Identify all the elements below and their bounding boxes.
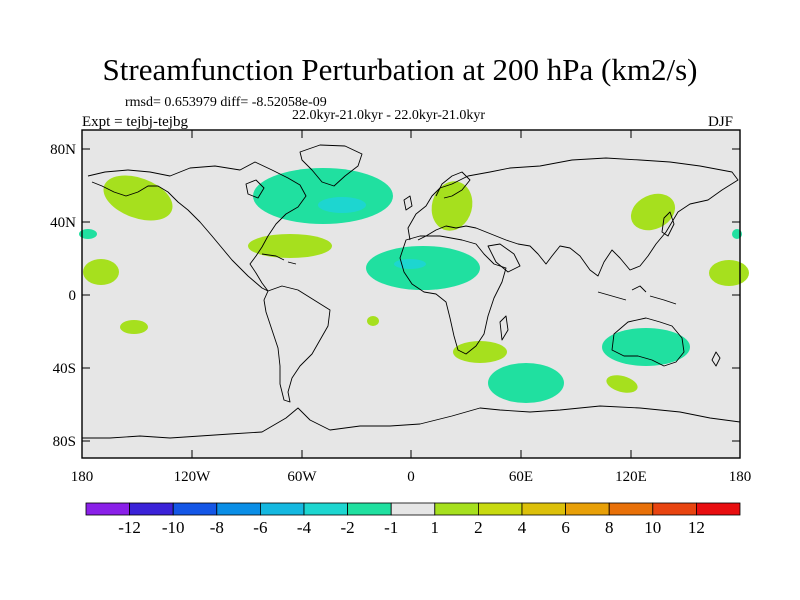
colorbar-box [129, 502, 174, 516]
colorbar-label: -2 [340, 518, 355, 537]
coast-japan [661, 211, 675, 237]
anomaly-regions [79, 168, 749, 403]
season-label: DJF [708, 114, 734, 130]
colorbar [85, 502, 741, 516]
region-australia-negative [602, 328, 690, 366]
region-southern-ocean-negative [488, 363, 564, 403]
lat-label: 0 [69, 288, 77, 304]
lon-label: 60W [287, 469, 317, 485]
colorbar-label: 6 [561, 518, 570, 537]
coast-scandinavia [435, 171, 471, 199]
colorbar-box [434, 502, 479, 516]
lon-ticks [81, 130, 741, 458]
colorbar-box [259, 502, 305, 516]
coast-arabia [487, 243, 521, 273]
colorbar-box [347, 502, 392, 516]
region-east-asia-positive [630, 193, 676, 231]
coast-africa [399, 235, 507, 355]
colorbar-box [216, 502, 261, 516]
region-left-edge-negative [79, 229, 97, 239]
colorbar-box [172, 502, 218, 516]
coast-greenland [299, 144, 363, 187]
colorbar-label: 4 [517, 518, 527, 537]
lon-label: 120W [174, 469, 212, 485]
colorbar-label: -8 [209, 518, 224, 537]
colorbar-box [303, 502, 348, 516]
region-north-atlantic-core [318, 197, 366, 213]
colorbar-box [390, 502, 436, 516]
region-north-pacific-positive [103, 175, 173, 221]
coast-south-america [263, 285, 331, 403]
lat-label: 40N [50, 215, 76, 231]
lat-label: 80S [53, 434, 76, 450]
region-pacific-west-positive [83, 259, 119, 285]
lat-ticks [82, 148, 740, 442]
region-south-indian-positive [606, 375, 638, 393]
coast-hudson-bay [245, 179, 265, 199]
region-small-atlantic-positive [367, 316, 379, 326]
coast-new-zealand [711, 351, 721, 367]
colorbar-label: -6 [253, 518, 268, 537]
colorbar-box [608, 502, 654, 516]
colorbar-box [85, 502, 130, 516]
coast-british-isles [403, 195, 413, 211]
colorbar-box [477, 502, 523, 516]
colorbar-box [521, 502, 566, 516]
colorbar-label: 2 [474, 518, 483, 537]
coastlines [82, 144, 741, 439]
colorbar-label: 12 [687, 518, 705, 537]
lon-label: 180 [729, 469, 752, 485]
lon-label: 0 [407, 469, 415, 485]
lon-label: 120E [615, 469, 647, 485]
lon-label: 60E [509, 469, 533, 485]
region-south-africa-positive [453, 341, 507, 363]
coast-madagascar [499, 315, 509, 341]
map-background [82, 130, 740, 458]
region-pacific-east-positive [709, 260, 749, 286]
lat-label: 80N [50, 142, 76, 158]
region-south-pacific-positive [120, 320, 148, 334]
period-text: 22.0kyr-21.0kyr - 22.0kyr-21.0kyr [292, 108, 486, 123]
coast-antarctica [82, 405, 741, 439]
colorbar-label: -10 [161, 518, 185, 537]
lat-label: 40S [53, 361, 76, 377]
region-europe-positive [431, 181, 473, 231]
stats-text: rmsd= 0.653979 diff= -8.52058e-09 [125, 95, 327, 110]
lat-labels: 80N 40N 0 40S 80S [50, 142, 76, 450]
coast-indonesia [597, 285, 677, 305]
colorbar-box [652, 502, 697, 516]
experiment-label: Expt = tejbj-tejbg [82, 114, 188, 130]
colorbar-box [696, 502, 741, 516]
coast-eurasia [407, 157, 739, 277]
colorbar-label: 10 [644, 518, 662, 537]
lon-labels: 180 120W 60W 0 60E 120E 180 [71, 469, 752, 485]
colorbar-box [565, 502, 610, 516]
colorbar-label: 1 [430, 518, 440, 537]
colorbar-label: -4 [296, 518, 312, 537]
chart-title: Streamfunction Perturbation at 200 hPa (… [102, 52, 698, 87]
coast-caribbean [261, 253, 297, 265]
coast-north-america [87, 161, 307, 292]
coast-australia [611, 317, 685, 367]
region-tropical-atlantic-core [394, 259, 426, 269]
region-north-atlantic-negative [253, 168, 393, 224]
region-tropical-atlantic-negative [366, 246, 480, 290]
colorbar-label: -1 [384, 518, 399, 537]
region-west-atlantic-positive [248, 234, 332, 258]
colorbar-label: -12 [118, 518, 141, 537]
lon-label: 180 [71, 469, 94, 485]
colorbar-label: 8 [604, 518, 614, 537]
